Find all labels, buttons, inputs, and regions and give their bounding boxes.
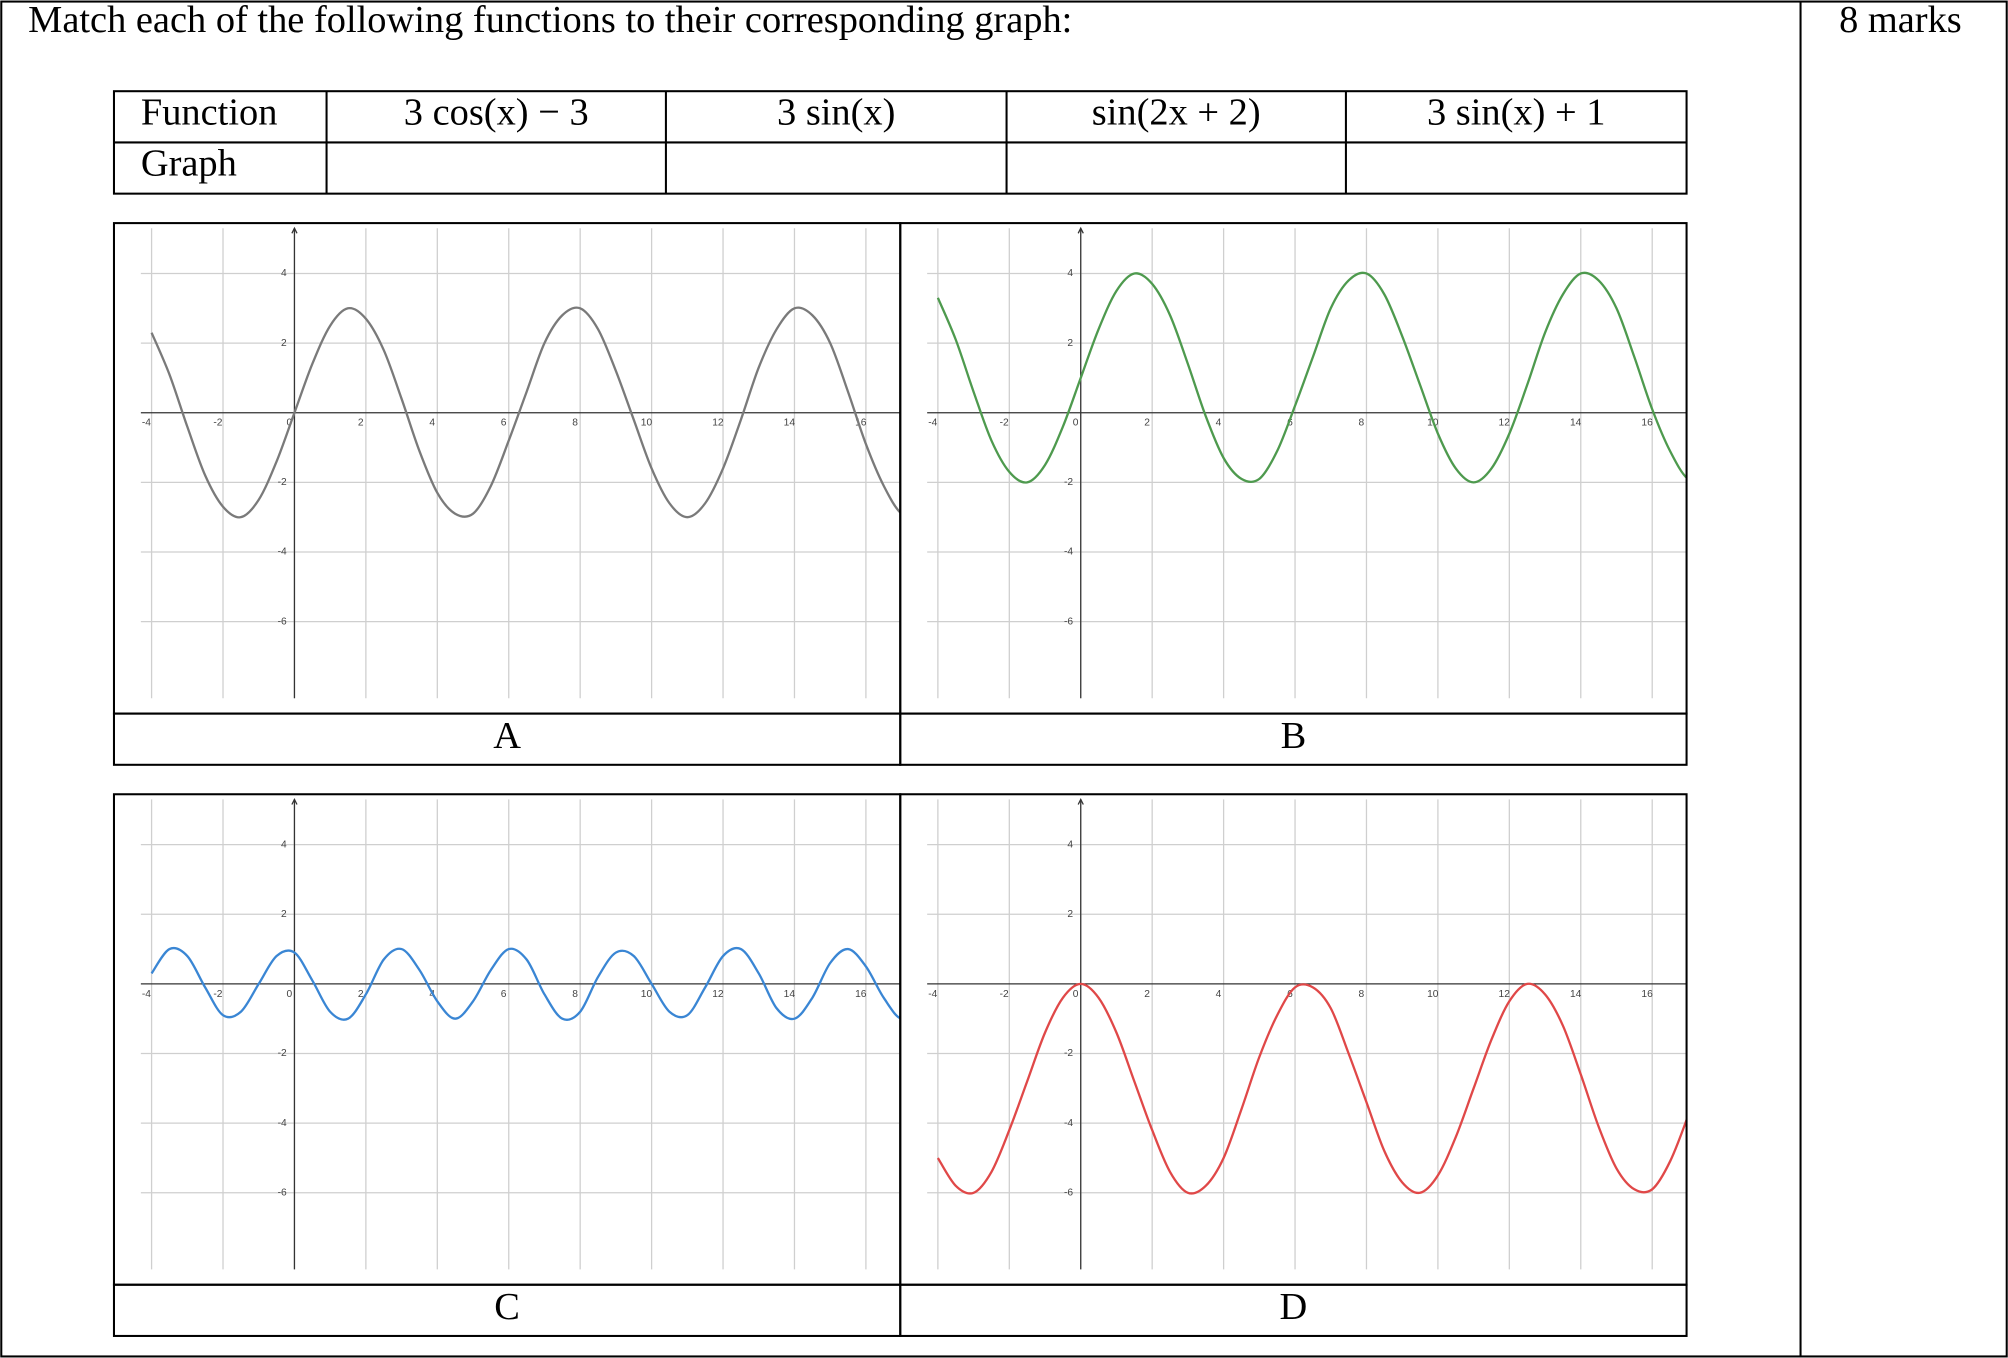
x-tick-label: 14 (784, 989, 796, 1000)
x-tick-label: 10 (1427, 989, 1439, 1000)
x-tick-label: 8 (572, 989, 578, 1000)
x-tick-label: 6 (501, 989, 507, 1000)
graph-frame (112, 793, 902, 1286)
x-tick-label: 2 (358, 989, 364, 1000)
x-tick-label: 4 (429, 418, 435, 429)
y-tick-label: 4 (281, 268, 287, 279)
y-tick-label: 2 (281, 909, 287, 920)
y-tick-label: -6 (1064, 1187, 1073, 1198)
graph-frame (899, 222, 1688, 715)
x-tick-label: 0 (1073, 418, 1079, 429)
x-tick-label: 8 (1358, 989, 1364, 1000)
x-tick-label: 8 (1358, 418, 1364, 429)
x-tick-label: -2 (213, 418, 222, 429)
graph-label: B (1281, 715, 1307, 757)
marks: 8 marks (1839, 0, 1962, 41)
question: Match each of the following functions to… (28, 0, 1072, 41)
function-curve (936, 271, 1687, 484)
y-tick-label: -2 (278, 1048, 287, 1059)
axis-arrow (1077, 797, 1084, 805)
function-curve (936, 982, 1687, 1195)
graph-panels: -4 -2 0 2 4 6 8 10 12 14 16 4 2 -2 -4 -6 A -4 -2 0 2 4 6 8 10 12 1… (112, 222, 1688, 1337)
x-tick-label: 0 (1073, 989, 1079, 1000)
function-label: sin(2x + 2) (1092, 91, 1261, 133)
x-tick-label: 6 (501, 418, 507, 429)
axis-arrow (291, 797, 298, 805)
x-tick-label: 14 (1570, 989, 1582, 1000)
graph-label: A (493, 715, 521, 757)
table-header: Function (141, 91, 278, 133)
y-tick-label: 2 (1067, 338, 1073, 349)
x-tick-label: 6 (1287, 418, 1293, 429)
x-tick-label: 12 (712, 989, 724, 1000)
y-tick-label: 4 (1067, 839, 1073, 850)
x-tick-label: 12 (1499, 418, 1511, 429)
row-label: Graph (141, 143, 237, 185)
y-tick-label: -2 (278, 477, 287, 488)
x-tick-label: 8 (572, 418, 578, 429)
function-label: 3 sin(x) + 1 (1427, 91, 1605, 133)
x-tick-label: 4 (1216, 989, 1222, 1000)
x-tick-label: 14 (784, 418, 796, 429)
x-tick-label: 12 (712, 418, 724, 429)
x-tick-label: 10 (641, 418, 653, 429)
function-curve (150, 946, 901, 1021)
y-tick-label: -6 (278, 616, 287, 627)
y-tick-label: 4 (281, 839, 287, 850)
x-tick-label: -4 (142, 989, 151, 1000)
label-cell (899, 1283, 1688, 1337)
x-tick-label: 14 (1570, 418, 1582, 429)
graph-label: C (494, 1286, 520, 1328)
x-tick-label: -4 (928, 989, 937, 1000)
x-tick-label: 16 (855, 418, 867, 429)
y-tick-label: -4 (1064, 1118, 1073, 1129)
y-tick-label: 4 (1067, 268, 1073, 279)
x-tick-label: 2 (1144, 989, 1150, 1000)
x-tick-label: 16 (1641, 989, 1653, 1000)
x-tick-label: 12 (1499, 989, 1511, 1000)
x-tick-label: 10 (641, 989, 653, 1000)
y-tick-label: -4 (278, 1118, 287, 1129)
axis-arrow (291, 226, 298, 234)
x-tick-label: -2 (1000, 989, 1009, 1000)
y-tick-label: -6 (278, 1187, 287, 1198)
function-label: 3 cos(x) − 3 (404, 91, 589, 133)
axis-arrow (1077, 226, 1084, 234)
function-label: 3 sin(x) (777, 91, 895, 133)
y-tick-label: -2 (1064, 1048, 1073, 1059)
x-tick-label: 16 (855, 989, 867, 1000)
y-tick-label: -4 (1064, 547, 1073, 558)
x-tick-label: 16 (1641, 418, 1653, 429)
x-tick-label: 0 (286, 989, 292, 1000)
x-tick-label: 2 (1144, 418, 1150, 429)
x-tick-label: -4 (928, 418, 937, 429)
y-tick-label: -2 (1064, 477, 1073, 488)
y-tick-label: 2 (1067, 909, 1073, 920)
x-tick-label: -4 (142, 418, 151, 429)
graph-label: D (1280, 1286, 1308, 1328)
x-tick-label: -2 (213, 989, 222, 1000)
graph-frame (112, 222, 902, 715)
y-tick-label: -4 (278, 547, 287, 558)
x-tick-label: 4 (1216, 418, 1222, 429)
x-tick-label: -2 (1000, 418, 1009, 429)
x-tick-label: 2 (358, 418, 364, 429)
label-cell (899, 712, 1688, 766)
matching-table: Function Graph 3 cos(x) − 3 3 sin(x) sin(2… (112, 90, 1688, 195)
y-tick-label: -6 (1064, 616, 1073, 627)
y-tick-label: 2 (281, 338, 287, 349)
function-curve (150, 306, 901, 519)
